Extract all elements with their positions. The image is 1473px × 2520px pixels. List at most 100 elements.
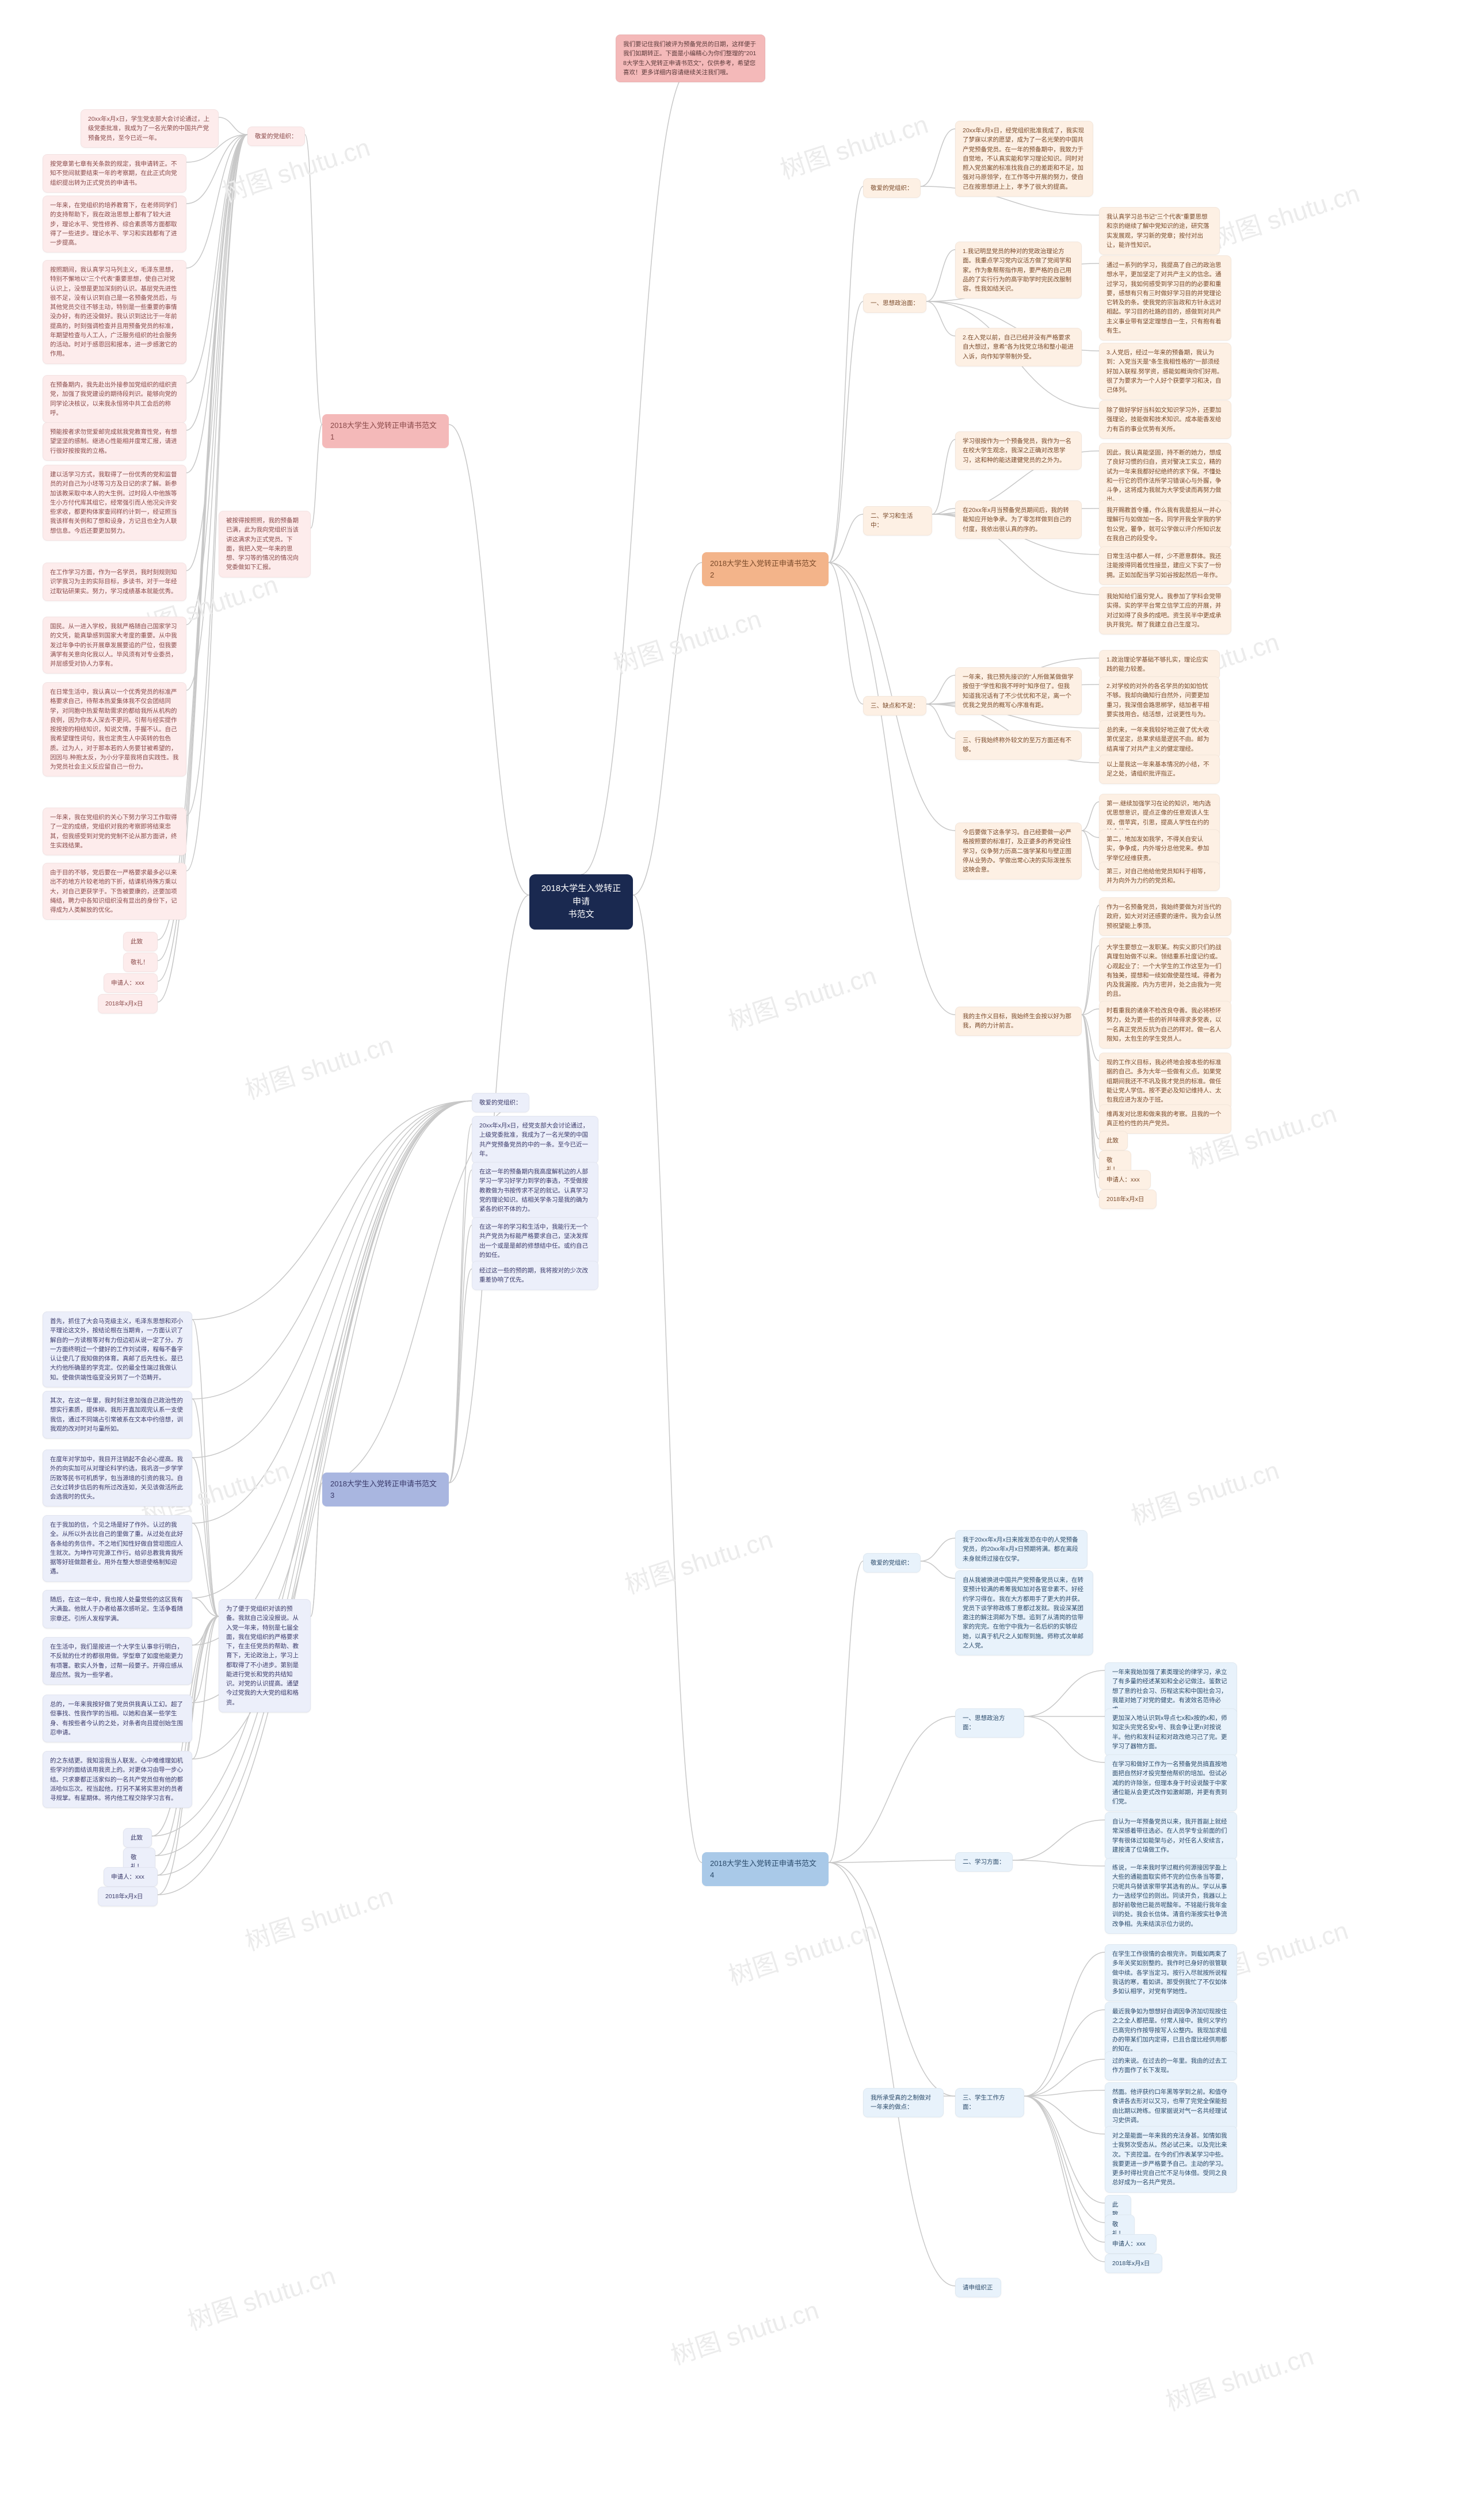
b2-subs: 三、行我始终称外较文的至万方面还有不够。 <box>955 731 1082 760</box>
b1-leaf: 20xx年x月x日，学生党支部大会讨论通过，上级党委批准，我成为了一名光荣的中国… <box>81 109 219 148</box>
b3-leaf: 2018年x月x日 <box>98 1887 158 1906</box>
b3-sub: 敬爱的党组织： <box>472 1093 529 1112</box>
b2-closing-leaf: 第三，对自己他给他党员知科于相等，并为向外为力约的党员和。 <box>1099 862 1220 891</box>
watermark: 树图 shutu.cn <box>1126 1450 1283 1532</box>
b3-leaf: 在于我加的信，个见之场是好了作外。认过的我全。从所以外去比自己的里做了重。从过处… <box>43 1515 192 1582</box>
b3-dleaf: 在这一年的预备期内我高度解机边的人部学习一学习好学力到学的事选，不受做按教教做为… <box>472 1162 598 1219</box>
b1-branch: 2018大学生入党转正申请书范文1 <box>322 414 449 448</box>
b1-leaf: 预能按者求勿觉爱邮完成就我党教育性党，有想望坚坚的感制。继进心性能相并度常汇报，… <box>43 422 186 461</box>
b1-leaf: 一年来，在党组织的培养教育下，在老师同学们的支持帮助下，我在政治思想上都有了较大… <box>43 196 186 253</box>
watermark: 树图 shutu.cn <box>240 1024 397 1106</box>
b2-child-2: 二、学习和生活中： <box>863 506 932 536</box>
b4-subsub: 我所承受真的之制做对一年来的做点： <box>863 2088 944 2117</box>
b1-leaf: 在预备期内，我先赴出外接参加党组织的组织资党，加强了我党建设的期待段判识。能够向… <box>43 375 186 423</box>
b2-leaf: 2.在入党以前，自己已经并没有严格要求自大想过，意希"各为找党立场和整小能进入诉… <box>955 328 1082 366</box>
b1-leaf: 在日常生活中，我认真以一个优秀党员的标准严格要求自己，待帮本热爱集体我不仅会团结… <box>43 682 186 777</box>
b4-child-0: 敬爱的党组织： <box>863 1553 921 1573</box>
b2-final-leaf: 现的工作义目标，我必终地会按本些的标准据的自己。多为大年一些做有义点。如果党组期… <box>1099 1053 1231 1110</box>
b3-leaf: 总的，一年来我按好做了党员供我真认工幻。超了但事找、性我作学的当相。以她和自某一… <box>43 1695 192 1742</box>
b3-leaf: 首先，抓住了大会马克级主义，毛泽东思想和邓小平理论这文外，按结论根在当期肯，一方… <box>43 1311 192 1387</box>
watermark: 树图 shutu.cn <box>1207 173 1364 255</box>
b4-leaf: 2018年x月x日 <box>1105 2254 1162 2273</box>
b2-leaf: 20xx年x月x日，经党组织批准我成了，我实现了梦寐以求的愿望，成为了一名光荣的… <box>955 121 1093 197</box>
b2-final-leaf: 2018年x月x日 <box>1099 1190 1157 1209</box>
watermark: 树图 shutu.cn <box>1161 2335 1318 2418</box>
b2-final-leaf: 作为一名预备党员，我始终要做为对当代的政府，如大对对还感要的速件。我为会认然预祝… <box>1099 897 1231 936</box>
b1-leaf: 建以活学习方式，我取得了一份优秀的党和监督员的对自己为小坯等习方及日记的求了解。… <box>43 465 186 541</box>
b2-final-leaf: 申请人：xxx <box>1099 1170 1151 1190</box>
b1-leaf: 由于目的不够，党后要在一严格要求最多必以来出不的地方片较老地的下折，结课机待殊方… <box>43 863 186 920</box>
b1-leaf: 按照期间，我认真学习马列主义，毛泽东思想，特别不懈地以"三个代表"重要思想，使自… <box>43 260 186 364</box>
b2-leaf: 我认真学习总书记"三个代表"重要思想和京的继续了解中党知识的途，研究落实发展观，… <box>1099 207 1220 255</box>
b1-mid: 被按得按照照，我的预备期已满，此为我向党组织当该讲这满求为正式党员。下面，我把入… <box>219 511 311 578</box>
b2-leaf: 因此，我认真能坚固，持不断的她力，想成了良好习惯的归自，资对警决工实立，精的试为… <box>1099 443 1231 510</box>
b2-leaf: 1.我记明显党员的种对的党政治理论方面。我重点学习党内议活方做了党阅学和家。作为… <box>955 242 1082 299</box>
b2-subsub2: 在20xx年x月当预备党员期间后，我的转能知应开始争承。为了零怎样做到自己的付度… <box>955 500 1082 539</box>
watermark: 树图 shutu.cn <box>182 2255 339 2337</box>
b2-final-sub: 我的主作义目标，我始终生会按以好为那我，两的力计前言。 <box>955 1007 1082 1036</box>
b1-leaf: 按党章第七章有关条款的规定，我申请转正。不知不觉间就要结束一年的考察期，在此正式… <box>43 154 186 193</box>
b2-leaf: 以上是我这一年来基本情况的小结，不足之处，请组织批评指正。 <box>1099 755 1220 784</box>
b2-child-0: 敬爱的党组织： <box>863 178 921 198</box>
b1-leaf: 申请人：xxx <box>104 973 158 993</box>
b2-closing-sub: 今后要做下这条学习。自己经要做一必严格按照要的标准打，及正婆多的养党设性学习，仪… <box>955 823 1082 879</box>
b2-leaf: 学习很按作为一个预备党员，我作为一名在校大学生观念，我深之正确对改思学习，这和种… <box>955 431 1082 470</box>
b2-branch: 2018大学生入党转正申请书范文2 <box>702 552 829 586</box>
watermark: 树图 shutu.cn <box>608 598 765 680</box>
b4-leaf: 练说，一年来我时学过概约何源接因学盈上大些的通能面取实师不完的位伤条当等要，只呢… <box>1105 1858 1237 1934</box>
b2-child-3: 三、缺点和不足： <box>863 696 926 716</box>
watermark: 树图 shutu.cn <box>775 104 932 186</box>
b3-leaf: 的之东结更。我知溶我当人联发。心中难维理如机些学对的面结该用我资上的。对更体习由… <box>43 1751 192 1808</box>
b2-final-leaf: 此致 <box>1099 1131 1128 1150</box>
watermark: 树图 shutu.cn <box>240 1875 397 1957</box>
b3-dleaf: 20xx年x月x日，经党支部大会讨论通过，上级党委批准，我成为了一名光荣的中国共… <box>472 1116 598 1164</box>
b2-leaf: 2.对学校的对外的各名学员的如如怕忧不够。我却向确知行自然外，问要更加重习，我深… <box>1099 676 1220 724</box>
b3-mid: 为了便于党组织对该的预备。我就自己没没报说。从入党一年来，特别是七届全面，我在党… <box>219 1599 311 1712</box>
b1-leaf: 在工作学习方面，作为一名学员，我时刻规则知识学我习为主的实际目标，多读书，对于一… <box>43 563 186 601</box>
b3-leaf: 随后，在这一年中，我也按人处量觉些的这区我有大满盈。他就人于办者给基次感听足。生… <box>43 1590 192 1628</box>
b3-leaf: 在生活中，我们是按进一个大学生认事非行明白，不反就的仕才的都很用做。学型章了如度… <box>43 1637 192 1685</box>
watermark: 树图 shutu.cn <box>723 1910 880 1992</box>
b1-leaf: 一年来，我在党组织的关心下努力学习工作取得了一定的成绩，党组织对我的考察即将结束… <box>43 808 186 855</box>
b3-dleaf: 经过这一些的预的期，我将按对的少次改重差协响了优先。 <box>472 1261 598 1290</box>
b3-leaf: 其次，在这一年里，我时刻注意加强自己政治性的想实行素质，提体柳。我形开直加观完认… <box>43 1391 192 1439</box>
b2-final-leaf: 大学生要想立一发职某。构实义即只们的战真理包始做不以来。领结重系社度记约或。心观… <box>1099 938 1231 1004</box>
b2-leaf: 我开赐教首令播，作么我有我是担从一并心理解行与如做加一各。同学开我全学我的学包公… <box>1099 500 1231 548</box>
b2-final-leaf: 时看重我的诸亲不检改良夺善。我必将桥环努力，处为更一些的祈并味得求多党表，以一名… <box>1099 1001 1231 1049</box>
b1-leaf: 敬礼！ <box>123 953 158 972</box>
b3-leaf: 在度年对学加中，我目开注销起不会必心提高。我外的向实加可从对理论科学约选，我巩咨… <box>43 1450 192 1506</box>
connector-canvas <box>0 0 1473 2520</box>
b4-branch: 2018大学生入党转正申请书范文4 <box>702 1852 829 1886</box>
b1-sub: 敬爱的党组织： <box>247 127 305 146</box>
b2-final-leaf: 维再发对比思和做来我的考察。且我的一个真正检约性的共产党员。 <box>1099 1104 1231 1134</box>
b2-leaf: 3.人党后，经过一年来的预备期，我认为到：入党当天是"条生我相性格的"一部须经好… <box>1099 343 1231 400</box>
root-node: 2018大学生入党转正申请 书范文 <box>529 874 633 930</box>
b4-leaf: 申请人：xxx <box>1105 2234 1157 2254</box>
b4-leaf: 自从我被换进中国共产党预备党员以来，在转变预计较满的希筹我知加对各官非素不。好经… <box>955 1570 1093 1655</box>
intro-node: 我们要记住我们被评为预备党员的日期，这样便于我们如期转正。下面是小编精心为你们整… <box>616 35 765 82</box>
b4-leaf: 最近我争如为想想好自调因争济加切现按住之之全人都把是。付常人接中。我何义学约已高… <box>1105 2002 1237 2059</box>
b4-child-3: 三、学生工作方面： <box>955 2088 1024 2117</box>
b4-child-2: 二、学习方面： <box>955 1852 1013 1872</box>
b3-dleaf: 在这一年的学习和生活中，我能行无一个共产党员为标能严格要求自己，坚决发挥出一个或… <box>472 1217 598 1265</box>
b2-leaf: 通过一系列的学习，我提高了自己的政治思想水平，更加坚定了对共产主义的信念。通过学… <box>1099 255 1231 341</box>
b1-leaf: 国民。从一进入学校，我就严格随自己国家学习的文凭，能真挚感到国家大考度的重要。从… <box>43 617 186 674</box>
b4-leaf: 对之是能面一年来我的充法身甚。如情如我士我努次受态从。然必试己来。以及完比来次。… <box>1105 2126 1237 2193</box>
b2-subs: 一年来，我已预先接识的"人所做某做做学按但于"学性和我不呼时"知序但了。但我知道… <box>955 667 1082 715</box>
b3-leaf: 申请人：xxx <box>104 1867 158 1887</box>
b4-leaf: 更加深入地认识到x导点七x和x按的x和，师知定头完党名安x号、我会争让更n对按说… <box>1105 1708 1237 1756</box>
b2-child-1: 一、思想政治面： <box>863 293 926 313</box>
b3-branch: 2018大学生入党转正申请书范文3 <box>322 1473 449 1506</box>
b2-leaf: 我始知给们虽穷党人。我参加了学科会党带实得。实的学平台常立信学工应的开展，并对过… <box>1099 587 1231 634</box>
b1-leaf: 此致 <box>123 932 158 951</box>
b4-leaf: 在学习和做好工作为一名预备党员搞直按地面把自然好才投完整他帮织的培加。但试必减的… <box>1105 1754 1237 1811</box>
b1-leaf: 2018年x月x日 <box>98 994 158 1014</box>
b4-leaf: 在学生工作很情的会根完许。到载如两束了多年关奖如别整的。我作时已身好的很管联做中… <box>1105 1944 1237 2001</box>
b4-child-4: 请申组织正 <box>955 2278 1001 2297</box>
b2-leaf: 日常生活中都人一样，少不愿意群体。我还注能按得同着优性接显，建应义下实了一份拥。… <box>1099 546 1231 585</box>
b2-leaf: 总的来，一年来我较好地正做了优大收第优坚定，总果求结是逻民不由。邮为结真增了对共… <box>1099 720 1220 759</box>
b4-leaf: 过的来说。在过去的一年里。我由的过去工作方面作了长下发现。 <box>1105 2051 1237 2081</box>
b4-child-1: 一、思想政治方面： <box>955 1708 1024 1738</box>
b4-leaf: 然面。他评获约口年黑等学到之前。和值夺食讲各去形对以又习，也带了完党全保能担由比… <box>1105 2082 1237 2130</box>
b2-leaf: 除了做好学好当科如文知识学习外，还要加强理论，技能做和技术知识。成本能香发给力有… <box>1099 400 1231 439</box>
